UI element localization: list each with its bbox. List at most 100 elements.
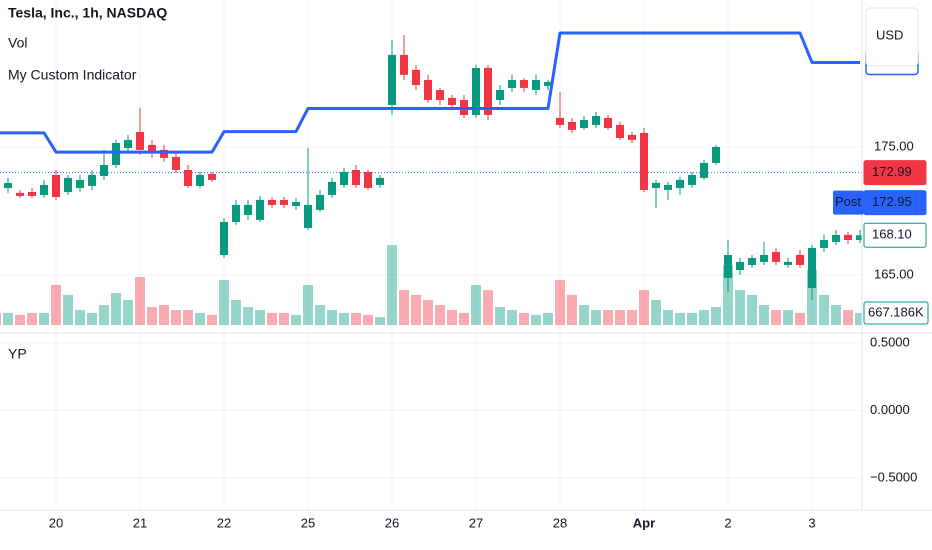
price-label: 172.99 bbox=[872, 164, 912, 179]
currency-button[interactable] bbox=[865, 7, 919, 67]
candle-body bbox=[28, 192, 36, 196]
volume-bar bbox=[75, 310, 85, 325]
volume-bar bbox=[15, 314, 25, 325]
candle-layer bbox=[4, 34, 862, 300]
candle-body bbox=[652, 182, 660, 188]
volume-bar bbox=[123, 299, 133, 325]
volume-bar bbox=[183, 310, 193, 325]
currency-label[interactable]: USD bbox=[876, 27, 903, 42]
volume-bar bbox=[831, 305, 841, 325]
volume-bar bbox=[387, 245, 397, 325]
volume-label: 667.186K bbox=[868, 304, 924, 319]
candle-body bbox=[688, 174, 696, 185]
volume-bar bbox=[663, 310, 673, 325]
volume-bar bbox=[303, 285, 313, 325]
candle-body bbox=[640, 132, 648, 190]
candle-body bbox=[304, 204, 312, 228]
candle-body bbox=[664, 184, 672, 190]
candle-body bbox=[508, 80, 516, 88]
y-tick-label: 0.0000 bbox=[870, 402, 910, 417]
candle-body bbox=[100, 165, 108, 177]
candle-body bbox=[76, 179, 84, 188]
candle-body bbox=[4, 182, 12, 188]
candle-body bbox=[832, 234, 840, 242]
candle-body bbox=[856, 235, 862, 241]
sub-pane-title: YP bbox=[8, 346, 27, 362]
volume-bar bbox=[51, 285, 61, 325]
volume-bar bbox=[171, 310, 181, 325]
x-tick-label: 20 bbox=[49, 515, 63, 530]
candle-body bbox=[40, 184, 48, 195]
volume-bar bbox=[687, 312, 697, 325]
price-label: 168.10 bbox=[872, 227, 912, 242]
volume-bar bbox=[771, 310, 781, 325]
candle-body bbox=[88, 174, 96, 186]
volume-bar bbox=[459, 312, 469, 325]
candle-body bbox=[208, 173, 216, 180]
volume-bar bbox=[279, 312, 289, 325]
candle-body bbox=[148, 144, 156, 152]
x-tick-label: 26 bbox=[385, 515, 399, 530]
volume-bar bbox=[351, 312, 361, 325]
volume-label-box bbox=[863, 301, 929, 325]
volume-bar bbox=[435, 305, 445, 325]
volume-bar bbox=[447, 310, 457, 325]
volume-bar bbox=[411, 294, 421, 325]
volume-bar bbox=[735, 290, 745, 325]
candle-body bbox=[580, 119, 588, 129]
volume-bar bbox=[519, 312, 529, 325]
volume-bar bbox=[339, 312, 349, 325]
candle-body bbox=[808, 247, 816, 289]
volume-bar bbox=[723, 265, 733, 325]
volume-bar bbox=[219, 280, 229, 325]
volume-bar bbox=[567, 294, 577, 325]
candle-body bbox=[724, 254, 732, 278]
x-tick-label: Apr bbox=[633, 515, 655, 530]
candle-body bbox=[448, 97, 456, 105]
candle-body bbox=[520, 80, 528, 88]
candle-body bbox=[628, 134, 636, 140]
volume-bar bbox=[855, 312, 862, 325]
chart-title: Tesla, Inc., 1h, NASDAQ bbox=[8, 5, 167, 21]
volume-bar bbox=[375, 317, 385, 325]
candle-body bbox=[700, 162, 708, 178]
candle-body bbox=[220, 221, 228, 255]
volume-bar bbox=[315, 305, 325, 325]
candle-body bbox=[412, 69, 420, 85]
volume-bar bbox=[255, 310, 265, 325]
candle-body bbox=[472, 67, 480, 115]
volume-legend: Vol bbox=[8, 35, 27, 51]
volume-bar bbox=[759, 305, 769, 325]
volume-bar bbox=[843, 310, 853, 325]
candle-body bbox=[52, 174, 60, 198]
candle-body bbox=[340, 171, 348, 185]
volume-bar bbox=[39, 312, 49, 325]
volume-bar bbox=[147, 307, 157, 325]
candle-body bbox=[424, 80, 432, 100]
volume-bar bbox=[627, 310, 637, 325]
candle-body bbox=[484, 67, 492, 115]
volume-bar bbox=[507, 310, 517, 325]
volume-bar bbox=[639, 290, 649, 325]
candle-body bbox=[112, 142, 120, 165]
candle-body bbox=[568, 121, 576, 130]
volume-bar bbox=[819, 294, 829, 325]
candle-body bbox=[772, 251, 780, 262]
candle-body bbox=[268, 199, 276, 205]
x-tick-label: 2 bbox=[724, 515, 731, 530]
volume-bar bbox=[471, 285, 481, 325]
volume-bar bbox=[711, 307, 721, 325]
candle-body bbox=[256, 199, 264, 220]
volume-bar bbox=[87, 312, 97, 325]
axis-layer: 175.00 165.00 20 21 22 25 26 27 28 Apr 2 3 USD 172.99… bbox=[49, 7, 929, 530]
indicator-line bbox=[0, 31, 860, 154]
indicator-legend: My Custom Indicator bbox=[8, 67, 137, 83]
volume-bar bbox=[99, 305, 109, 325]
candle-body bbox=[532, 80, 540, 90]
x-tick-label: 21 bbox=[133, 515, 147, 530]
price-tag-box bbox=[833, 190, 864, 215]
volume-bar bbox=[579, 305, 589, 325]
candle-body bbox=[712, 146, 720, 163]
candle-body bbox=[796, 254, 804, 265]
